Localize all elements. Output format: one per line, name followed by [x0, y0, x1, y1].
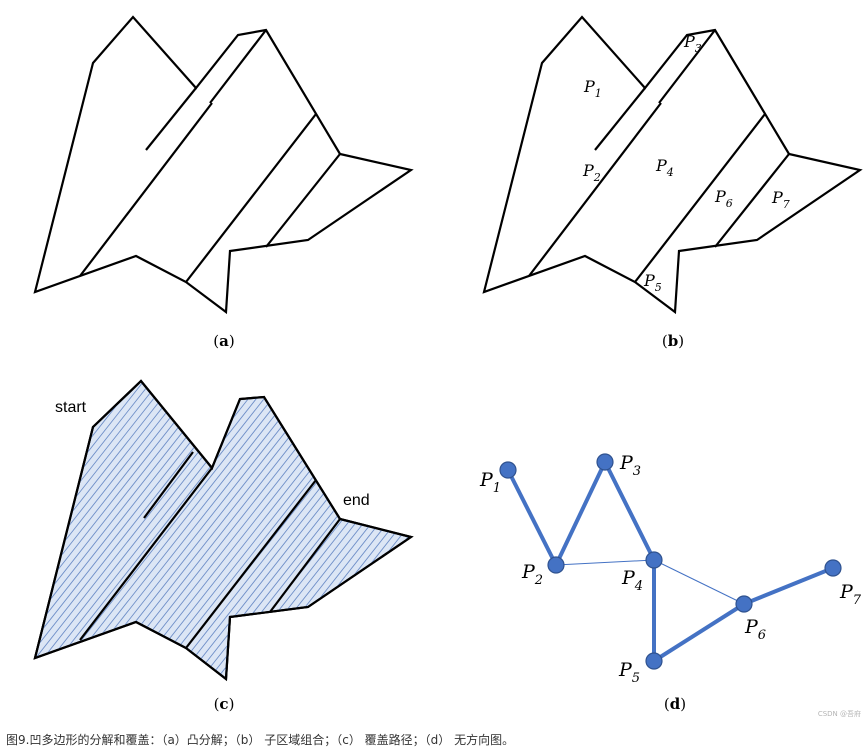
- graph-node-p5: [645, 652, 663, 670]
- end-label: end: [343, 492, 370, 509]
- region-label-p7: P7: [771, 188, 790, 211]
- figure-canvas: (a) P1 P2 P3 P4 P5 P6 P7 (b) start end: [33, 15, 863, 713]
- node-label-p4: P4: [621, 567, 643, 594]
- node-label-p2: P2: [521, 561, 543, 588]
- graph-node-p4: [645, 551, 663, 569]
- region-labels: P1 P2 P3 P4 P5 P6 P7: [582, 32, 790, 294]
- subfigure-b: [482, 15, 863, 315]
- node-label-p3: P3: [619, 452, 641, 479]
- graph-edge: [554, 461, 607, 566]
- start-label: start: [55, 399, 87, 416]
- graph-node-p1: [499, 461, 517, 479]
- graph-edge: [743, 566, 834, 606]
- partition-line: [79, 467, 213, 641]
- subfigure-label-b: (b): [662, 332, 684, 350]
- partition-line: [658, 29, 716, 104]
- polygon-outline: [482, 15, 863, 315]
- subfigure-label-a: (a): [213, 332, 234, 350]
- partition-line: [714, 153, 790, 248]
- partition-line: [209, 29, 267, 104]
- partition-line: [185, 479, 317, 649]
- region-label-p4: P4: [655, 156, 674, 179]
- graph-edge: [653, 559, 745, 605]
- region-label-p6: P6: [714, 187, 733, 210]
- figure-caption: 图9.凹多边形的分解和覆盖：（a）凸分解；（b） 子区域组合；（c） 覆盖路径；…: [6, 733, 515, 747]
- graph-node-p7: [824, 559, 842, 577]
- partition-line: [528, 102, 662, 277]
- region-label-p1: P1: [583, 77, 602, 100]
- partition-line: [269, 518, 341, 613]
- region-label-p2: P2: [582, 161, 601, 184]
- partition-line: [79, 102, 213, 277]
- watermark: CSDN @吾府: [817, 710, 861, 718]
- region-label-p3: P3: [683, 32, 702, 55]
- graph-node-p2: [547, 556, 565, 574]
- region-label-p5: P5: [643, 271, 662, 294]
- subfigure-d: P1 P2 P3 P4 P5 P6 P7 (d): [479, 452, 862, 713]
- subfigure-label-c: (c): [214, 695, 235, 713]
- subfigure-label-d: (d): [664, 695, 686, 713]
- partition-line: [143, 451, 194, 519]
- graph-node-p3: [596, 453, 614, 471]
- polygon-outline: [33, 15, 413, 314]
- graph-edge: [506, 469, 558, 566]
- graph-edge: [652, 602, 746, 663]
- partition-line: [145, 87, 197, 151]
- node-label-p5: P5: [618, 659, 640, 686]
- node-label-p6: P6: [744, 616, 766, 643]
- node-label-p7: P7: [839, 581, 862, 608]
- graph-edge: [603, 461, 656, 561]
- partition-line: [634, 113, 766, 283]
- partition-line: [185, 113, 317, 283]
- polygon-filled: [33, 379, 414, 682]
- graph-node-p6: [735, 595, 753, 613]
- graph-edge: [555, 559, 655, 566]
- node-label-p1: P1: [479, 469, 501, 496]
- subfigure-a: (a): [33, 15, 413, 350]
- partition-line: [265, 153, 341, 248]
- polygon-outline: [33, 379, 414, 682]
- subfigure-c: start end (c): [33, 379, 414, 713]
- partition-line: [594, 87, 646, 151]
